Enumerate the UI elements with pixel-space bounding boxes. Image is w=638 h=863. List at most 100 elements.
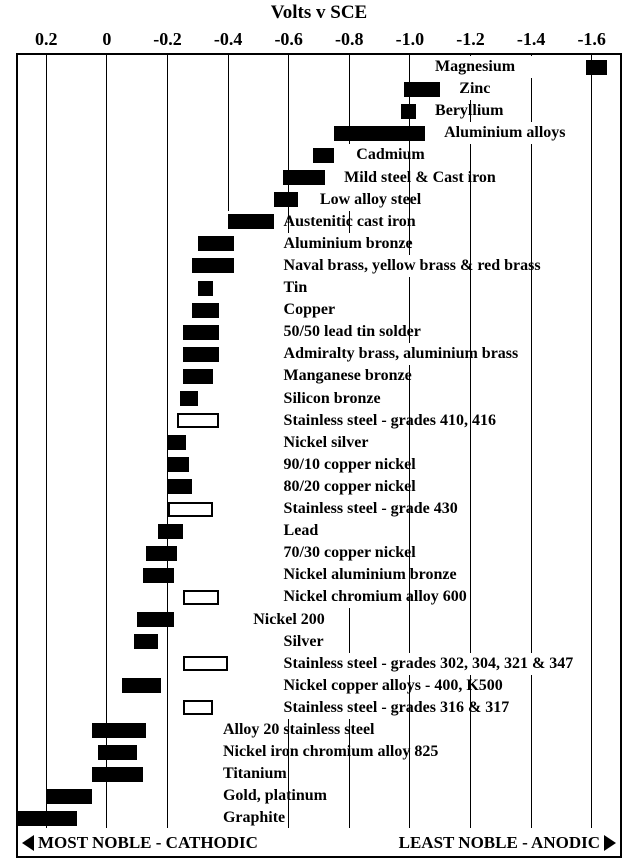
series-bar [168,479,192,494]
series-bar [158,524,182,539]
series-bar [401,104,416,119]
series-bar [334,126,425,141]
series-bar [137,612,173,627]
series-bar [183,700,213,715]
series-bar [146,546,176,561]
footer-right-text: LEAST NOBLE - ANODIC [399,833,600,853]
axis-tick: -0.8 [335,29,364,50]
series-label: Stainless steel - grades 302, 304, 321 &… [284,655,574,673]
axis-tick: -0.4 [214,29,243,50]
series-label: Silicon bronze [284,390,381,408]
series-label: Gold, platinum [223,787,327,805]
gridline [470,144,471,652]
gridline [349,608,350,652]
series-label: Manganese bronze [284,367,412,385]
series-bar [283,170,325,185]
series-label: Nickel silver [284,434,369,452]
series-bar [192,258,234,273]
series-bar [168,435,186,450]
series-label: Stainless steel - grade 430 [284,500,458,518]
series-bar [274,192,298,207]
series-label: Aluminium bronze [284,235,413,253]
series-label: Nickel aluminium bronze [284,566,457,584]
footer-left-text: MOST NOBLE - CATHODIC [38,833,258,853]
series-label: 90/10 copper nickel [284,456,416,474]
axis-tick: 0 [102,29,111,50]
series-bar [313,148,334,163]
gridline [531,675,532,828]
axis-tick: -0.6 [274,29,303,50]
series-bar [404,82,440,97]
footer-right-label: LEAST NOBLE - ANODIC [399,833,616,853]
series-bar [177,413,219,428]
series-bar [586,60,607,75]
gridline [228,53,229,211]
series-label: Cadmium [356,146,424,164]
series-label: Tin [284,279,308,297]
arrow-right-icon [604,835,616,851]
gridline [46,53,47,828]
series-label: 70/30 copper nickel [284,544,416,562]
series-bar [46,789,91,804]
series-bar [98,745,137,760]
axis-tick: -1.0 [396,29,425,50]
series-bar [228,214,273,229]
series-bar [183,590,219,605]
series-label: Naval brass, yellow brass & red brass [284,257,541,275]
series-label: Stainless steel - grades 410, 416 [284,412,496,430]
series-bar [92,723,147,738]
series-label: 80/20 copper nickel [284,478,416,496]
series-label: Alloy 20 stainless steel [223,721,375,739]
axis-tick: -1.2 [456,29,485,50]
galvanic-series-chart: Volts v SCE 0.2 0 -0.2 -0.4 -0.6 -0.8 -1.0 -1.2… [0,0,638,863]
series-label: Aluminium alloys [444,124,565,142]
series-label: Graphite [223,809,285,827]
series-bar [168,457,189,472]
series-bar [92,767,144,782]
series-bar [198,281,213,296]
series-bar [168,502,213,517]
gridline [531,53,532,56]
series-label: Lead [284,522,319,540]
chart-title: Volts v SCE [271,2,367,24]
series-label: Zinc [459,80,490,98]
gridline [470,675,471,828]
series-label: Nickel 200 [253,611,325,629]
series-label: Mild steel & Cast iron [344,169,496,187]
series-bar [183,325,219,340]
series-label: Nickel iron chromium alloy 825 [223,743,438,761]
series-bar [122,678,161,693]
series-label: Nickel chromium alloy 600 [284,588,467,606]
series-label: Low alloy steel [320,191,421,209]
series-bar [143,568,173,583]
series-bar [198,236,234,251]
series-label: Admiralty brass, aluminium brass [284,345,519,363]
series-label: 50/50 lead tin solder [284,323,421,341]
gridline [531,78,532,122]
series-bar [183,369,213,384]
series-label: Magnesium [435,58,515,76]
arrow-left-icon [22,835,34,851]
axis-tick: -0.2 [153,29,182,50]
series-label: Nickel copper alloys - 400, K500 [284,677,503,695]
gridline [470,53,471,56]
series-label: Silver [284,633,324,651]
gridline [106,53,107,828]
series-bar [192,303,219,318]
axis-tick: -1.6 [577,29,606,50]
series-label: Copper [284,301,336,319]
axis-tick: -1.4 [517,29,546,50]
series-label: Titanium [223,765,287,783]
series-bar [183,656,228,671]
series-bar [183,347,219,362]
series-bar [180,391,198,406]
series-label: Austenitic cast iron [284,213,416,231]
axis-tick: 0.2 [35,29,58,50]
footer-left-label: MOST NOBLE - CATHODIC [22,833,258,853]
series-label: Stainless steel - grades 316 & 317 [284,699,510,717]
gridline [531,144,532,652]
gridline [591,53,592,828]
series-bar [16,811,77,826]
series-bar [134,634,158,649]
series-label: Beryllium [435,102,503,120]
